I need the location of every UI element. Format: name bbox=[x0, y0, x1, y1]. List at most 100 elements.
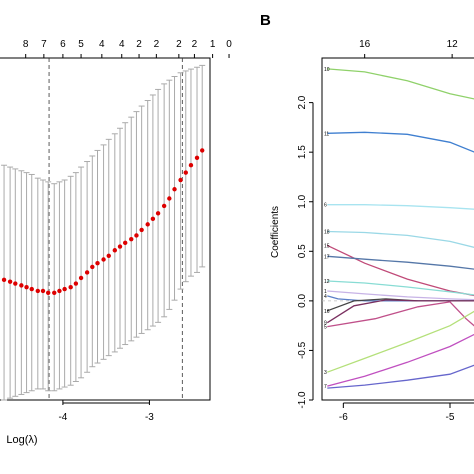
panel-b-y-axis-label: Coefficients bbox=[270, 206, 281, 258]
data-point bbox=[194, 155, 200, 161]
coefficient-path bbox=[327, 290, 474, 301]
data-point bbox=[134, 233, 139, 238]
data-point bbox=[45, 290, 51, 295]
coefficient-path bbox=[327, 204, 474, 210]
data-point bbox=[35, 288, 41, 294]
line-label: 1 bbox=[324, 289, 327, 295]
top-axis-count-label: 2 bbox=[192, 39, 198, 50]
line-label: 12 bbox=[324, 279, 330, 285]
line-label: 5 bbox=[324, 325, 327, 331]
y-axis-tick-label: -1.0 bbox=[297, 391, 308, 409]
data-point bbox=[84, 270, 90, 275]
data-point bbox=[1, 277, 7, 283]
data-point bbox=[90, 264, 95, 270]
data-point bbox=[150, 216, 156, 222]
data-point bbox=[145, 222, 150, 227]
data-point bbox=[123, 240, 128, 246]
panel-b-y-axis: -1.0 -0.5 0.0 0.5 1.0 1.5 2.0 bbox=[297, 95, 314, 409]
line-label: 17 bbox=[324, 254, 330, 260]
panel-b-top-axis: 16 12 bbox=[359, 39, 458, 58]
data-point bbox=[155, 211, 161, 216]
top-axis-count-label: 2 bbox=[136, 39, 142, 50]
top-axis-count-label: 2 bbox=[176, 39, 182, 50]
panel-a-x-axis: -4 -3 bbox=[58, 400, 154, 423]
data-point bbox=[200, 148, 205, 153]
line-label: 10 bbox=[324, 67, 330, 73]
top-axis-count-label: 1 bbox=[210, 39, 216, 50]
data-point bbox=[172, 187, 177, 192]
data-point bbox=[101, 257, 106, 262]
coefficient-path bbox=[327, 68, 474, 100]
coefficient-path bbox=[327, 333, 474, 387]
data-point bbox=[183, 170, 188, 175]
top-axis-count-label: 8 bbox=[23, 39, 29, 50]
line-label: 16 bbox=[324, 309, 330, 315]
y-axis-tick-label: 2.0 bbox=[297, 95, 308, 109]
panel-b-letter: B bbox=[260, 12, 271, 29]
line-label: 11 bbox=[324, 131, 329, 137]
coefficient-path bbox=[326, 299, 474, 324]
data-point bbox=[106, 253, 111, 259]
coefficient-path bbox=[327, 364, 474, 389]
coefficient-path bbox=[327, 310, 474, 373]
line-label: 6 bbox=[324, 203, 327, 209]
panel-b-plot-frame bbox=[321, 57, 474, 401]
coefficient-path bbox=[327, 244, 474, 297]
top-axis-count-label: 2 bbox=[154, 39, 160, 50]
x-axis-tick-label: -4 bbox=[58, 412, 67, 423]
x-axis-tick-label: -3 bbox=[145, 412, 154, 423]
panel-a-points bbox=[1, 148, 205, 295]
data-point bbox=[188, 163, 194, 168]
top-axis-count-label: 7 bbox=[41, 39, 47, 50]
panel-a-x-axis-label: Log(λ) bbox=[6, 434, 37, 446]
data-point bbox=[24, 285, 29, 290]
data-point bbox=[78, 275, 84, 281]
coefficient-path bbox=[327, 131, 474, 153]
top-axis-count-label: 12 bbox=[447, 39, 459, 50]
data-point bbox=[13, 281, 18, 286]
coefficient-path bbox=[327, 255, 474, 270]
panel-a-plot-frame bbox=[0, 57, 211, 401]
data-point bbox=[112, 248, 118, 253]
panel-b-lines bbox=[322, 68, 474, 389]
panel-a-reference-lines bbox=[48, 58, 183, 400]
data-point bbox=[57, 288, 62, 294]
top-axis-count-label: 4 bbox=[99, 39, 105, 50]
line-label: 3 bbox=[324, 370, 327, 376]
y-axis-tick-label: 1.0 bbox=[297, 194, 308, 208]
panel-b-x-axis: -6 -5 bbox=[339, 402, 474, 423]
data-point bbox=[29, 286, 34, 292]
line-label: 18 bbox=[324, 229, 330, 235]
line-label: 15 bbox=[324, 243, 330, 249]
data-point bbox=[167, 196, 172, 201]
y-axis-tick-label: 0.0 bbox=[297, 293, 308, 307]
data-point bbox=[19, 283, 24, 288]
data-point bbox=[117, 244, 123, 249]
line-label: 9 bbox=[324, 321, 327, 327]
data-point bbox=[73, 281, 79, 286]
x-axis-tick-label: -5 bbox=[446, 412, 455, 423]
data-point bbox=[178, 177, 183, 183]
data-point bbox=[161, 203, 167, 209]
data-point bbox=[95, 261, 100, 266]
top-axis-count-label: 0 bbox=[226, 39, 232, 50]
y-axis-tick-label: -0.5 bbox=[297, 341, 308, 359]
top-axis-count-label: 6 bbox=[60, 39, 66, 50]
coefficient-path bbox=[327, 230, 474, 248]
y-axis-tick-label: 0.5 bbox=[297, 244, 308, 258]
coefficient-path bbox=[327, 301, 474, 328]
data-point bbox=[68, 285, 73, 290]
data-point bbox=[40, 288, 46, 294]
panel-a-error-bars bbox=[1, 64, 206, 401]
data-point bbox=[7, 279, 13, 284]
y-axis-tick-label: 1.5 bbox=[297, 145, 308, 159]
top-axis-count-label: 16 bbox=[359, 39, 371, 50]
data-point bbox=[139, 227, 144, 233]
top-axis-count-label: 4 bbox=[119, 39, 125, 50]
data-point bbox=[62, 286, 67, 292]
x-axis-tick-label: -6 bbox=[339, 412, 348, 423]
line-label: 4 bbox=[324, 294, 327, 300]
